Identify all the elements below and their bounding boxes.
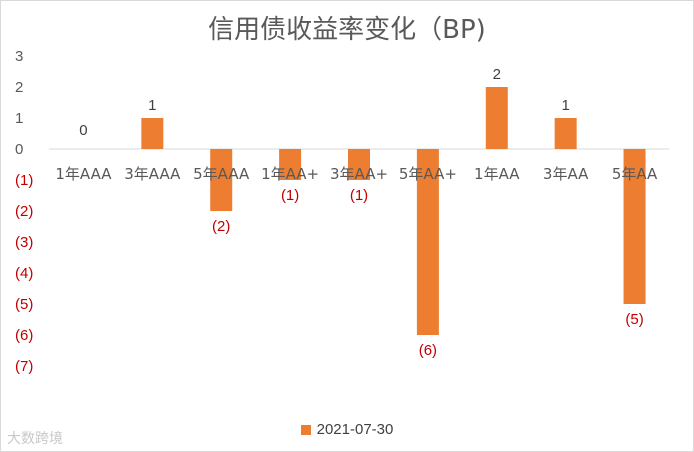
chart-title: 信用债收益率变化（BP) — [208, 15, 486, 45]
y-tick-label: (6) — [15, 327, 33, 344]
x-tick-label: 5年AA — [612, 165, 658, 183]
bar — [348, 149, 370, 180]
bar — [279, 149, 302, 180]
data-label: 2 — [493, 66, 501, 83]
y-tick-label: (5) — [15, 296, 33, 313]
data-label: 1 — [148, 97, 156, 114]
x-tick-label: 1年AAA — [55, 165, 112, 183]
y-tick-label: (3) — [15, 234, 33, 251]
data-label: (6) — [419, 342, 437, 359]
y-tick-label: 1 — [15, 110, 23, 127]
legend-label: 2021-07-30 — [316, 421, 394, 438]
bar — [416, 149, 439, 335]
data-label: (1) — [350, 187, 368, 204]
x-tick-label: 3年AA+ — [330, 165, 388, 183]
x-tick-label: 1年AA — [474, 165, 520, 183]
watermark: 大数跨境 — [7, 431, 63, 447]
y-tick-label: (1) — [15, 172, 33, 189]
y-tick-label: 2 — [15, 79, 23, 96]
bar — [141, 118, 164, 149]
y-tick-label: (7) — [15, 358, 33, 375]
y-tick-label: 0 — [15, 141, 23, 158]
bar — [623, 149, 646, 304]
data-label: 1 — [561, 97, 569, 114]
data-label: (2) — [212, 218, 230, 235]
x-tick-label: 3年AAA — [124, 165, 181, 183]
legend: 2021-07-30 — [1, 421, 693, 438]
x-tick-label: 3年AA — [543, 165, 589, 183]
x-tick-label: 1年AA+ — [261, 165, 319, 183]
bar — [485, 87, 508, 149]
x-tick-label: 5年AAA — [193, 165, 250, 183]
y-tick-label: (2) — [15, 203, 33, 220]
data-label: (5) — [625, 311, 643, 328]
y-tick-label: (4) — [15, 265, 33, 282]
bar — [210, 149, 233, 211]
y-tick-label: 3 — [15, 48, 23, 65]
data-label: (1) — [281, 187, 299, 204]
data-label: 0 — [79, 122, 87, 139]
legend-swatch — [300, 425, 311, 435]
x-tick-label: 5年AA+ — [399, 165, 457, 183]
bar — [554, 118, 577, 149]
